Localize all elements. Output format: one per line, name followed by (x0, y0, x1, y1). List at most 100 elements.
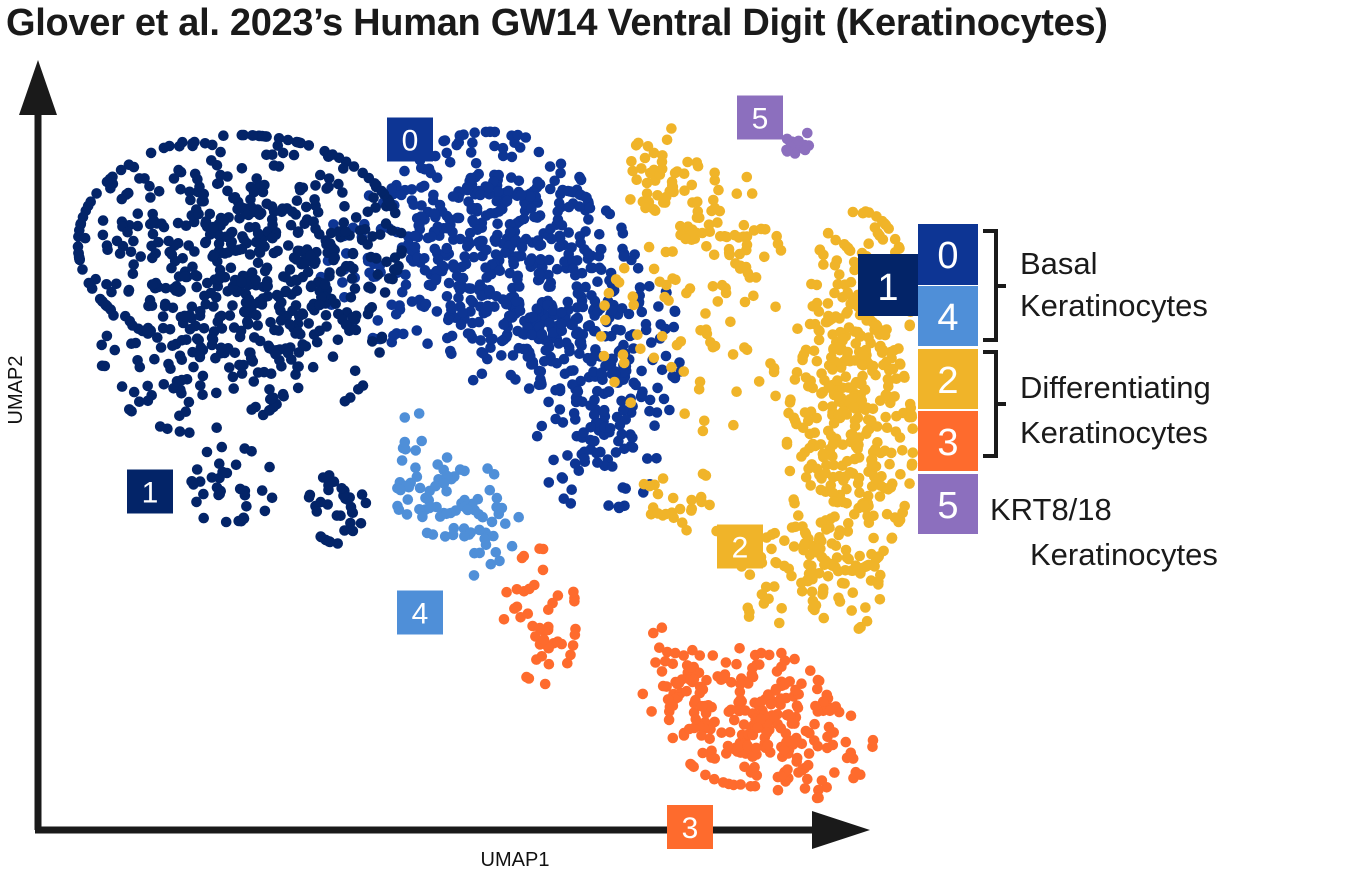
point-cluster-0 (455, 319, 467, 331)
point-cluster-3 (750, 742, 762, 754)
point-cluster-2 (619, 262, 630, 274)
point-cluster-2 (881, 422, 893, 434)
point-cluster-4 (396, 455, 408, 466)
point-cluster-2 (897, 445, 908, 456)
point-cluster-3 (637, 688, 649, 700)
point-cluster-0 (562, 296, 574, 308)
point-cluster-0 (445, 345, 456, 357)
point-cluster-2 (727, 349, 739, 360)
point-cluster-2 (776, 603, 787, 614)
point-cluster-0 (562, 450, 573, 461)
point-cluster-2 (641, 177, 653, 189)
point-cluster-3 (656, 622, 668, 633)
point-cluster-3 (518, 550, 530, 562)
point-cluster-0 (520, 132, 532, 143)
legend-swatch-0 (918, 224, 978, 285)
point-cluster-2 (806, 586, 818, 598)
point-cluster-2 (739, 296, 751, 308)
point-cluster-3 (543, 604, 554, 615)
point-cluster-5 (802, 127, 813, 139)
point-cluster-0 (523, 383, 535, 394)
point-cluster-2 (627, 291, 639, 302)
point-cluster-1 (236, 368, 248, 379)
point-cluster-1 (108, 310, 119, 321)
point-cluster-1 (265, 368, 277, 380)
point-cluster-2 (865, 575, 877, 586)
point-cluster-1 (124, 404, 135, 415)
point-cluster-3 (762, 739, 774, 751)
point-cluster-1 (268, 160, 280, 171)
point-cluster-1 (127, 268, 139, 280)
point-cluster-1 (216, 441, 228, 453)
point-cluster-1 (293, 226, 304, 237)
point-cluster-0 (556, 307, 567, 318)
point-cluster-2 (696, 496, 707, 508)
point-cluster-1 (160, 298, 171, 310)
legend-swatch-0-text: 0 (937, 235, 958, 277)
point-cluster-0 (504, 310, 515, 322)
point-cluster-0 (388, 330, 399, 342)
point-cluster-0 (489, 234, 501, 245)
point-cluster-0 (586, 290, 597, 301)
point-cluster-3 (802, 773, 813, 785)
point-cluster-2 (842, 526, 854, 537)
point-cluster-2 (783, 407, 794, 419)
point-cluster-2 (822, 227, 834, 239)
point-cluster-1 (83, 277, 95, 289)
legend-swatch-3 (918, 411, 978, 471)
point-cluster-0 (598, 406, 609, 417)
point-cluster-0 (588, 351, 600, 363)
point-cluster-0 (428, 189, 439, 201)
point-cluster-2 (738, 219, 750, 231)
point-cluster-3 (755, 696, 767, 707)
point-cluster-1 (379, 287, 391, 298)
point-cluster-2 (879, 329, 891, 341)
point-cluster-0 (555, 167, 566, 179)
point-cluster-0 (554, 404, 566, 415)
point-cluster-1 (97, 229, 109, 241)
point-cluster-1 (367, 231, 378, 242)
point-cluster-1 (206, 472, 218, 483)
point-cluster-2 (681, 525, 692, 536)
point-cluster-1 (245, 181, 257, 193)
point-cluster-4 (399, 412, 411, 423)
point-cluster-4 (485, 558, 497, 570)
point-cluster-1 (111, 278, 122, 290)
point-cluster-1 (285, 219, 297, 231)
point-cluster-0 (653, 301, 664, 312)
point-cluster-2 (870, 319, 882, 331)
point-cluster-2 (863, 332, 874, 343)
point-cluster-1 (229, 192, 241, 203)
point-cluster-0 (441, 291, 453, 302)
legend-swatch-4-text: 4 (937, 297, 958, 339)
point-cluster-1 (144, 294, 156, 306)
point-cluster-2 (841, 552, 853, 563)
point-cluster-2 (821, 459, 832, 471)
point-cluster-3 (709, 753, 721, 764)
point-cluster-1 (215, 146, 226, 158)
point-cluster-0 (618, 251, 629, 262)
point-cluster-1 (186, 301, 198, 313)
point-cluster-1 (186, 476, 198, 487)
point-cluster-3 (827, 739, 839, 751)
point-cluster-2 (728, 419, 739, 431)
point-cluster-1 (254, 247, 266, 258)
point-cluster-2 (847, 206, 859, 218)
point-cluster-0 (504, 226, 516, 238)
point-cluster-0 (512, 270, 524, 282)
point-cluster-4 (441, 508, 452, 520)
point-cluster-2 (884, 458, 895, 470)
point-cluster-0 (605, 423, 616, 434)
point-cluster-2 (686, 505, 697, 516)
legend-group-krt-line1: KRT8/18 (990, 492, 1112, 527)
point-cluster-1 (172, 217, 184, 229)
point-cluster-2 (729, 229, 740, 241)
point-cluster-2 (886, 533, 897, 544)
point-cluster-0 (569, 458, 581, 470)
point-cluster-1 (335, 510, 346, 521)
point-cluster-1 (254, 209, 265, 221)
point-cluster-0 (574, 348, 585, 360)
point-cluster-1 (154, 421, 166, 432)
point-cluster-0 (491, 291, 502, 302)
point-cluster-3 (509, 603, 520, 614)
